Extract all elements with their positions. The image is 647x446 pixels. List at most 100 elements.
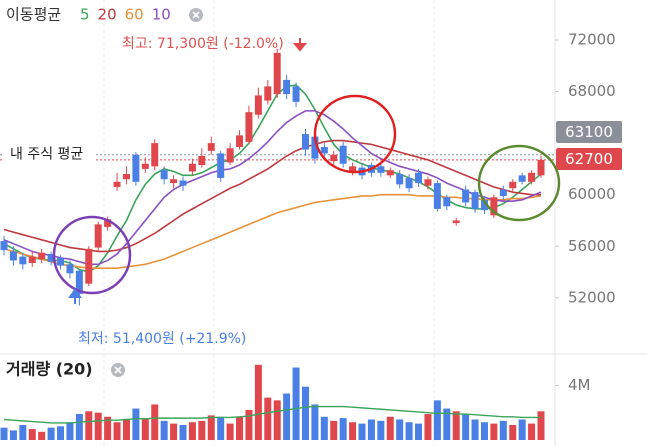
volume-ma-line [3, 405, 541, 424]
candle-body [301, 134, 309, 150]
candle-body [292, 86, 300, 102]
legend-entry: 20 [98, 6, 117, 24]
volume-title: 거래량 (20) [6, 360, 93, 379]
highlight-circle [477, 144, 561, 222]
ma-line [3, 193, 542, 269]
candle-body [349, 166, 357, 173]
y-tick-label: 68000 [568, 82, 616, 100]
candle-body [160, 170, 168, 180]
candle-body [415, 172, 423, 184]
volume-bar [151, 404, 159, 440]
candle-body [311, 136, 319, 159]
volume-bar [433, 400, 441, 440]
candle-body [47, 254, 55, 262]
volume-bar [396, 419, 404, 440]
volume-bar [292, 367, 300, 440]
price-box-label: 62700 [565, 150, 613, 168]
candle-body [264, 86, 272, 101]
candle-body [320, 146, 328, 154]
candle-body [443, 197, 451, 207]
candle-body [75, 270, 83, 294]
candle-body [377, 166, 385, 173]
candle-body [207, 143, 215, 151]
candle-body [433, 183, 441, 209]
candle-body [94, 224, 102, 248]
candle-body [490, 197, 498, 216]
candle-body [226, 148, 234, 163]
volume-bar [188, 422, 196, 440]
candle-body [424, 179, 432, 186]
ma-line [3, 110, 542, 266]
candle-body [499, 189, 507, 196]
volume-bar [537, 411, 545, 440]
candle-body [104, 219, 112, 227]
candle-body [537, 159, 545, 176]
volume-bar [254, 364, 262, 440]
y-tick-label: 52000 [568, 288, 616, 306]
candle-body [9, 251, 17, 261]
candle-body [66, 264, 74, 274]
volume-bar [367, 419, 375, 440]
high-label: 최고: 71,300원 (-12.0%) [122, 36, 284, 52]
average-label: 내 주식 평균 [10, 147, 83, 163]
volume-bar [38, 431, 46, 440]
volume-bar [94, 412, 102, 440]
volume-bar [66, 422, 74, 440]
candle-body [273, 52, 281, 95]
candle-body [236, 135, 244, 147]
candle-body [122, 174, 130, 180]
volume-bar [273, 400, 281, 440]
volume-bar [132, 408, 140, 440]
volume-bar [160, 420, 168, 440]
candle-body [339, 145, 347, 164]
candle-body [28, 256, 36, 264]
volume-bar [415, 423, 423, 440]
volume-bar [320, 416, 328, 440]
candle-body [170, 179, 178, 184]
low-arrow [68, 288, 82, 304]
candle-body [198, 156, 206, 166]
plot: 52000 56000 60000 68000 72000 5 20 60 10 63100 627… [0, 6, 622, 440]
volume-bar [113, 422, 121, 440]
candle-body [452, 220, 460, 224]
volume-bar [104, 416, 112, 440]
candle-body [38, 252, 46, 260]
candle-body [396, 174, 404, 185]
volume-bar [386, 416, 394, 440]
volume-bar [405, 422, 413, 440]
volume-bar [462, 414, 470, 440]
volume-bar [141, 418, 149, 440]
volume-bar [28, 429, 36, 440]
candle-body [179, 180, 187, 186]
ma-close-icon[interactable] [189, 8, 203, 22]
average-label-bg [4, 144, 96, 163]
candle-body [462, 189, 470, 203]
candle-body [480, 199, 488, 211]
volume-bar [179, 424, 187, 440]
volume-bar [236, 416, 244, 440]
volume-bar [528, 423, 536, 440]
volume-bar [471, 419, 479, 440]
candle-body [132, 154, 140, 182]
ma-line [3, 139, 541, 253]
candle-body [405, 177, 413, 189]
y-tick-label: 60000 [568, 185, 616, 203]
price-box [556, 121, 622, 143]
highlight-circle [52, 215, 132, 295]
price-box-label: 63100 [565, 123, 613, 141]
legend-entry: 5 [80, 6, 90, 24]
volume-bar [330, 420, 338, 440]
candle-body [509, 181, 517, 189]
volume-bar [283, 393, 291, 440]
volume-bar [0, 427, 8, 440]
candle-body [141, 163, 149, 169]
volume-bar [301, 386, 309, 440]
volume-bar [170, 423, 178, 440]
volume-bar [207, 415, 215, 440]
volume-bar [9, 430, 17, 440]
candle-body [113, 181, 121, 187]
volume-close-icon[interactable] [111, 363, 125, 377]
volume-bar [47, 427, 55, 440]
volume-bar [424, 414, 432, 440]
